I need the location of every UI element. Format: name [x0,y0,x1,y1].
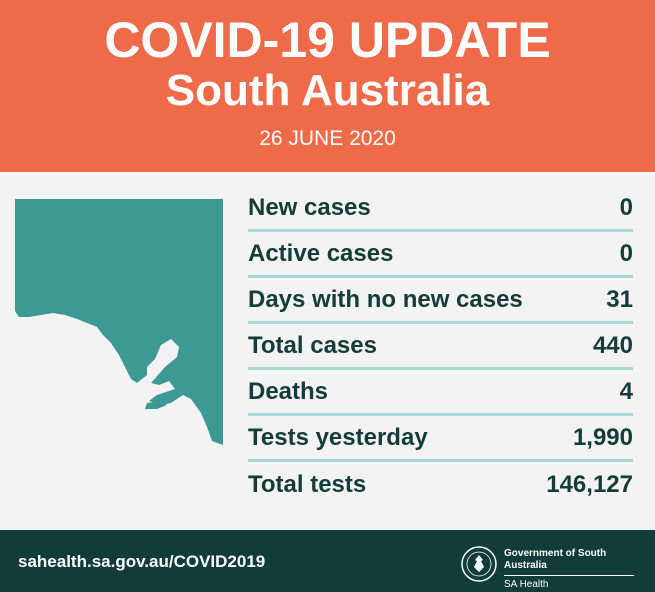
south-australia-map-icon [15,199,223,445]
stat-row-deaths: Deaths 4 [248,370,633,416]
stat-row-new-cases: New cases 0 [248,186,633,232]
footer-bar: sahealth.sa.gov.au/COVID2019 [0,530,655,592]
stat-label: Total tests [248,471,367,498]
stat-row-tests-yesterday: Tests yesterday 1,990 [248,416,633,462]
stat-row-total-cases: Total cases 440 [248,324,633,370]
stat-label: Days with no new cases [248,285,523,313]
stat-label: Tests yesterday [248,423,428,451]
stat-label: Total cases [248,331,377,359]
stat-row-active-cases: Active cases 0 [248,232,633,278]
stat-value: 4 [619,377,633,405]
government-logo: Government of South Australia SA Health [504,548,634,591]
government-name: Government of South Australia [504,548,607,571]
department-name: SA Health [504,579,549,590]
website-link[interactable]: sahealth.sa.gov.au/COVID2019 [18,552,266,571]
stat-label: Active cases [248,239,394,267]
region-title: South Australia [165,66,490,115]
stat-label: New cases [248,193,371,221]
south-australia-crest-icon [461,546,497,582]
logo-divider [504,575,634,576]
update-date: 26 JUNE 2020 [259,127,396,150]
stat-value: 31 [606,285,633,313]
stat-row-days-no-new-cases: Days with no new cases 31 [248,278,633,324]
stat-value: 0 [619,239,633,267]
page-title: COVID-19 UPDATE [104,12,551,68]
stat-value: 440 [592,331,633,359]
stats-table: New cases 0 Active cases 0 Days with no … [248,186,633,508]
stat-value: 1,990 [572,423,633,451]
stat-value: 0 [619,193,633,221]
stat-value: 146,127 [546,471,633,498]
stat-label: Deaths [248,377,329,405]
stat-row-total-tests: Total tests 146,127 [248,462,633,508]
header-banner: COVID-19 UPDATE South Australia 26 JUNE … [0,0,655,172]
